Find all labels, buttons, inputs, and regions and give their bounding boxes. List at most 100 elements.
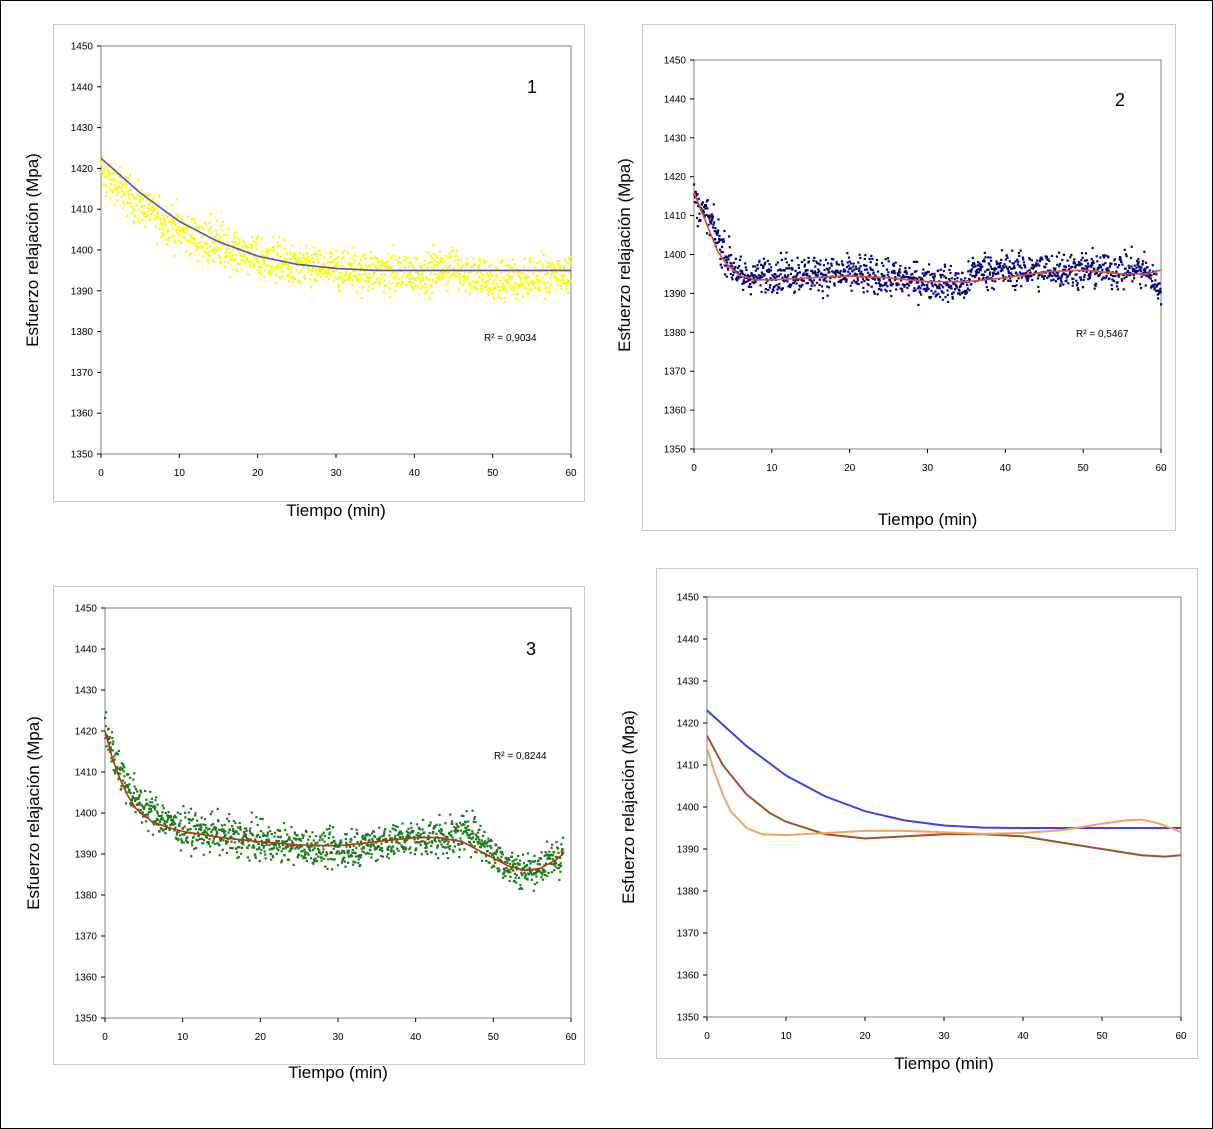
data-point [131,211,134,214]
data-point [413,278,416,282]
data-point [471,265,475,268]
data-point [900,288,904,291]
data-point [1048,271,1051,274]
y-tick-label: 1420 [71,164,94,175]
data-point [478,828,481,831]
data-point [542,268,545,271]
data-point [357,855,361,858]
data-point [308,259,311,262]
data-point [127,194,130,197]
data-point [826,294,829,297]
data-point [1080,252,1084,255]
data-point [940,284,943,287]
data-point [435,282,438,285]
data-point [349,840,352,843]
data-point [1090,261,1094,265]
data-point [939,295,942,298]
data-point [277,252,280,255]
data-point [718,239,721,242]
data-point [798,271,802,274]
data-point [550,273,553,276]
data-point [262,257,265,260]
data-point [422,276,425,279]
data-point [158,193,161,197]
data-point [221,848,224,851]
data-point [812,279,816,282]
data-point [913,287,916,290]
data-point [264,255,267,258]
data-point [449,834,453,837]
data-point [386,852,390,856]
data-point [1021,272,1024,275]
data-point [832,258,835,261]
data-point [1041,258,1044,261]
data-point [369,849,372,852]
data-point [523,876,527,879]
data-point [533,854,536,857]
data-point [880,261,884,265]
chart-svg: 1350136013701380139014001410142014301440… [677,593,1187,1043]
data-point [201,246,204,249]
data-point [328,252,331,255]
data-point [232,237,235,240]
data-point [191,844,194,847]
data-point [220,824,224,827]
data-point [348,272,352,275]
data-point [320,269,323,272]
data-point [221,221,224,224]
data-point [474,820,477,824]
data-point [125,176,128,179]
data-point [907,284,911,287]
data-point [454,270,457,274]
data-point [884,258,887,261]
data-point [210,232,213,235]
data-point [554,865,557,868]
data-point [409,822,413,825]
data-point [896,282,899,285]
data-point [388,830,392,833]
data-point [1065,279,1068,282]
data-point [380,847,383,850]
data-point [511,286,514,289]
data-point [283,238,286,242]
data-point [893,272,896,275]
data-point [770,266,773,269]
data-point [205,831,208,834]
data-point [163,220,166,223]
data-point [404,840,407,844]
data-point [217,233,220,236]
data-point [492,856,495,859]
data-point [500,855,503,858]
data-point [433,259,436,262]
data-point [270,858,273,861]
data-point [113,755,116,758]
data-point [139,789,142,792]
data-point [1101,254,1105,257]
data-point [463,848,466,851]
data-point [233,235,236,238]
data-point [349,266,353,269]
data-point [303,855,306,858]
data-point [316,273,319,276]
data-point [177,837,180,841]
data-point [914,277,917,280]
x-tick-label: 30 [938,1031,950,1042]
data-point [546,874,549,878]
data-point [291,846,294,850]
data-point [486,272,489,275]
data-point [937,285,940,289]
data-point [239,247,242,250]
y-tick-label: 1400 [71,246,94,257]
data-point [250,247,253,250]
data-point [860,281,863,284]
data-point [483,262,486,265]
data-point [315,860,319,863]
data-point [1075,279,1078,282]
data-point [236,845,240,849]
data-point [941,274,944,277]
data-point [737,266,740,270]
data-point [248,859,251,862]
data-point [696,216,699,220]
data-point [391,272,395,275]
y-tick-label: 1370 [664,367,687,378]
